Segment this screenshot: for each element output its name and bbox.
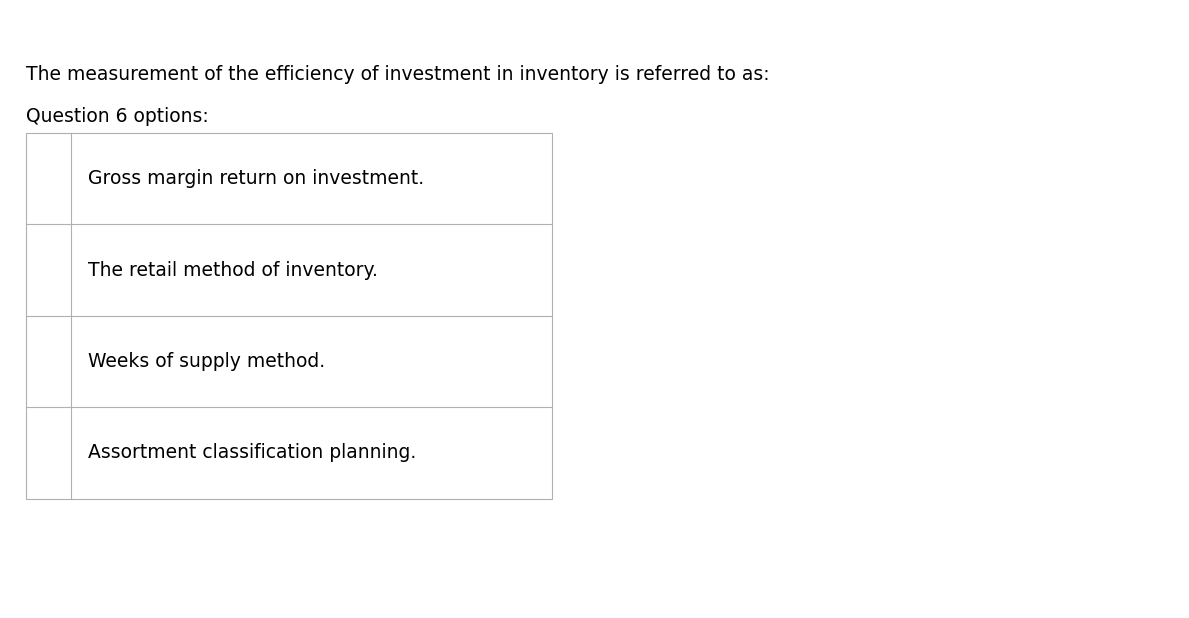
Text: The measurement of the efficiency of investment in inventory is referred to as:: The measurement of the efficiency of inv… [26,65,769,84]
Text: Weeks of supply method.: Weeks of supply method. [88,352,325,371]
Text: Assortment classification planning.: Assortment classification planning. [88,444,416,462]
Text: Question 6 options:: Question 6 options: [26,107,209,126]
Text: Gross margin return on investment.: Gross margin return on investment. [88,169,424,188]
Text: The retail method of inventory.: The retail method of inventory. [88,261,378,279]
